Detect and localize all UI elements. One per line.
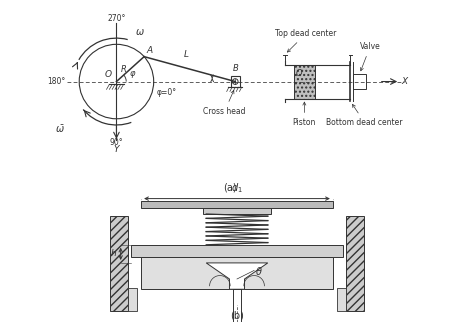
Text: B: B — [232, 64, 238, 73]
Text: Bottom dead center: Bottom dead center — [327, 104, 403, 127]
Bar — [353, 74, 366, 89]
Text: φ: φ — [130, 69, 136, 78]
Bar — [141, 257, 333, 289]
Text: 270°: 270° — [107, 14, 126, 23]
Text: R: R — [120, 65, 126, 74]
Text: ω̄: ω̄ — [55, 124, 64, 135]
Text: Top dead center: Top dead center — [275, 29, 337, 52]
Bar — [128, 288, 137, 311]
Polygon shape — [206, 263, 268, 289]
Text: O: O — [105, 70, 112, 79]
Text: Cross head: Cross head — [203, 90, 246, 116]
Text: (a): (a) — [223, 183, 237, 193]
Text: Piston: Piston — [292, 102, 316, 127]
Bar — [109, 216, 128, 311]
Bar — [294, 65, 315, 98]
Text: Y: Y — [114, 145, 119, 154]
Text: θ: θ — [256, 267, 262, 277]
Text: X: X — [402, 77, 408, 86]
Bar — [203, 208, 271, 214]
Bar — [337, 288, 346, 311]
Bar — [131, 245, 343, 257]
Text: L: L — [183, 50, 189, 59]
Text: 90°: 90° — [109, 138, 123, 147]
Text: h: h — [111, 249, 117, 258]
Bar — [231, 76, 240, 87]
Text: (b): (b) — [230, 310, 244, 320]
Text: 180°: 180° — [47, 77, 66, 86]
Bar — [346, 216, 365, 311]
Text: A: A — [146, 46, 152, 55]
Text: φ=0°: φ=0° — [156, 87, 176, 97]
Text: Valve: Valve — [360, 42, 381, 71]
Text: O: O — [295, 69, 302, 78]
Bar — [141, 201, 333, 208]
Text: $d_1$: $d_1$ — [231, 181, 243, 195]
Bar — [141, 257, 333, 263]
Text: ω: ω — [136, 27, 144, 37]
